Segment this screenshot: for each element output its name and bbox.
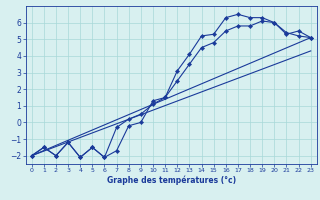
X-axis label: Graphe des températures (°c): Graphe des températures (°c) xyxy=(107,176,236,185)
